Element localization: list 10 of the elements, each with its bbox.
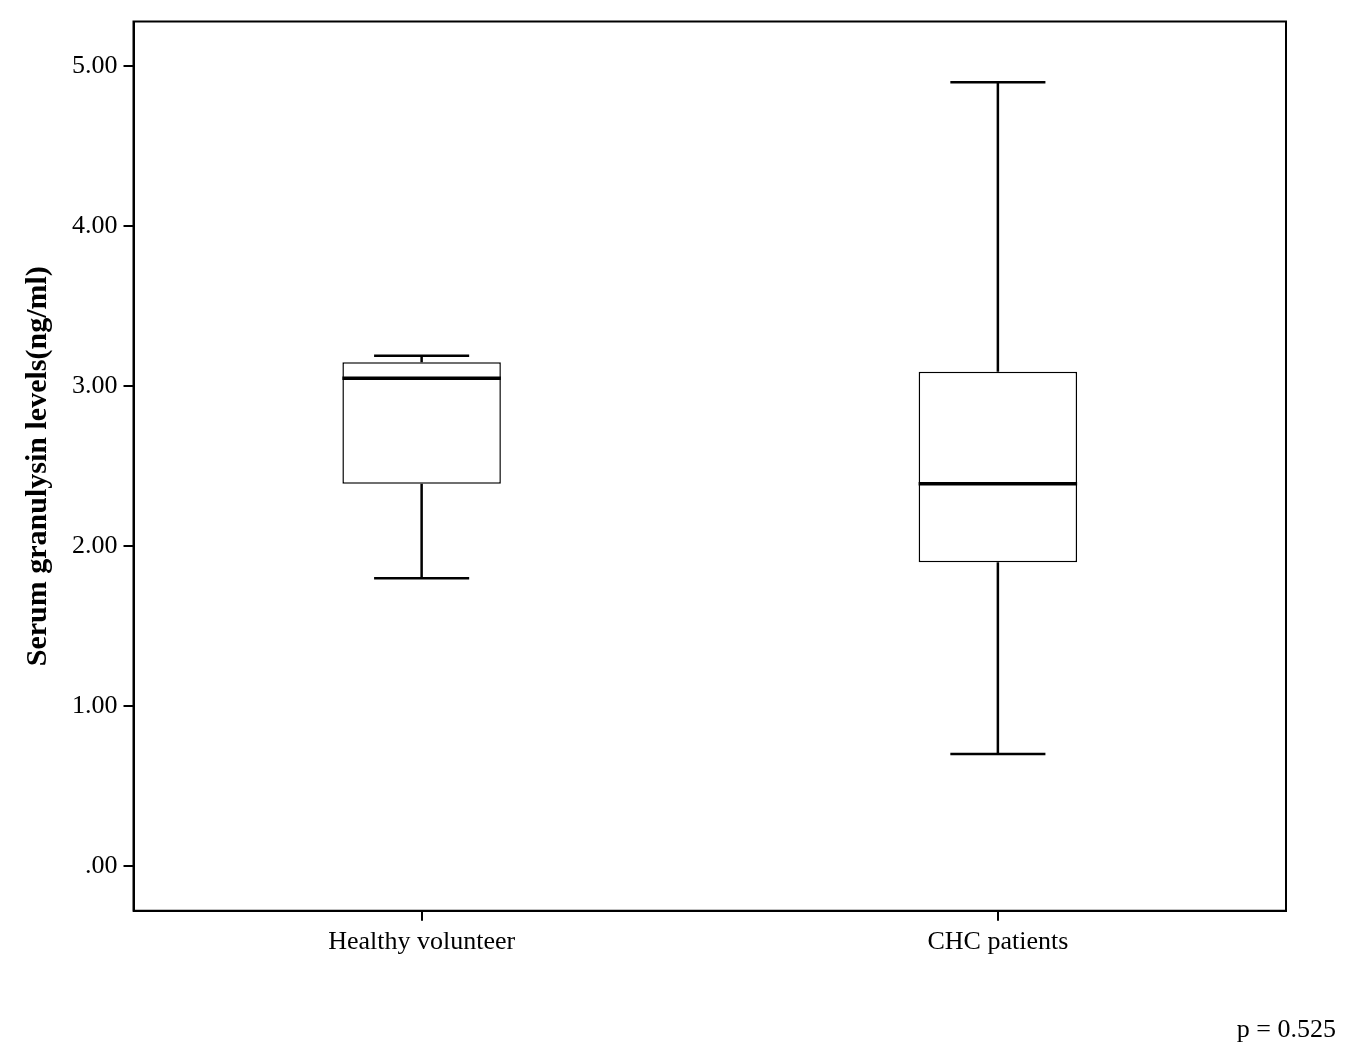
y-tick-label: 5.00 xyxy=(72,50,118,80)
y-tick-label: 1.00 xyxy=(72,689,118,719)
y-tick-label: 2.00 xyxy=(72,529,118,559)
y-tick-label: 3.00 xyxy=(72,370,118,400)
x-tick-label: Healthy volunteer xyxy=(328,926,516,956)
x-tick-label: CHC patients xyxy=(927,926,1069,956)
y-tick-label: 4.00 xyxy=(72,210,118,240)
y-tick-label: .00 xyxy=(85,849,118,879)
y-axis-title: Serum granulysin levels(ng/ml) xyxy=(18,266,53,667)
text: p = 0.525 xyxy=(1236,1014,1336,1043)
